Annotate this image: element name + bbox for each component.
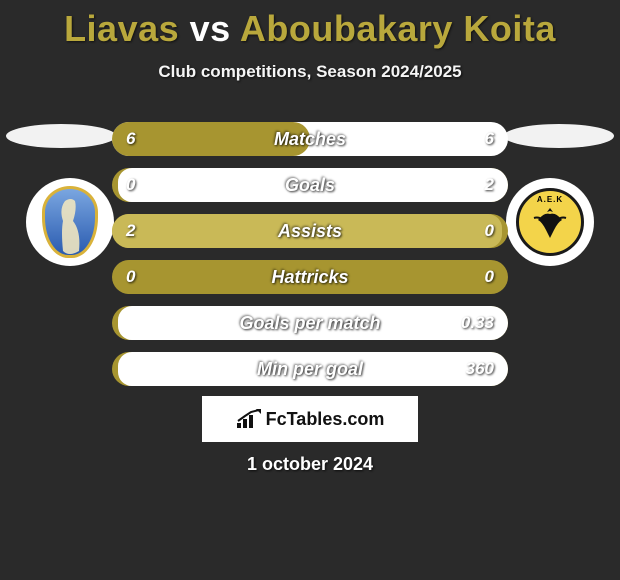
subtitle: Club competitions, Season 2024/2025 [0, 62, 620, 82]
team-left-badge [26, 178, 114, 266]
eagle-icon [530, 202, 570, 242]
player2-photo-placeholder [504, 124, 614, 148]
stat-bar-bg [112, 260, 508, 294]
stat-row: Matches66 [112, 122, 508, 156]
stat-bar-fill [118, 168, 508, 202]
stat-row: Goals per match0.33 [112, 306, 508, 340]
branding-text: FcTables.com [266, 409, 385, 430]
panetolikos-crest [42, 186, 98, 258]
stat-bar-fill [118, 306, 508, 340]
team-right-badge: Α.Ε.Κ [506, 178, 594, 266]
stat-row: Assists20 [112, 214, 508, 248]
aek-label: Α.Ε.Κ [537, 195, 563, 204]
stats-bars: Matches66 Goals02 Assists20 Hattricks00 Goal… [112, 122, 508, 398]
player1-photo-placeholder [6, 124, 116, 148]
stat-bar-fill [112, 214, 502, 248]
stat-bar-fill [112, 122, 310, 156]
fctables-icon [236, 409, 262, 429]
stat-bar-fill [118, 352, 508, 386]
stat-row: Goals02 [112, 168, 508, 202]
player2-name: Aboubakary Koita [240, 8, 556, 49]
aek-crest: Α.Ε.Κ [516, 188, 584, 256]
stat-row: Min per goal360 [112, 352, 508, 386]
branding-box: FcTables.com [202, 396, 418, 442]
stat-row: Hattricks00 [112, 260, 508, 294]
player1-name: Liavas [64, 8, 179, 49]
comparison-title: Liavas vs Aboubakary Koita [0, 0, 620, 50]
vs-text: vs [190, 8, 231, 49]
date-text: 1 october 2024 [0, 454, 620, 475]
